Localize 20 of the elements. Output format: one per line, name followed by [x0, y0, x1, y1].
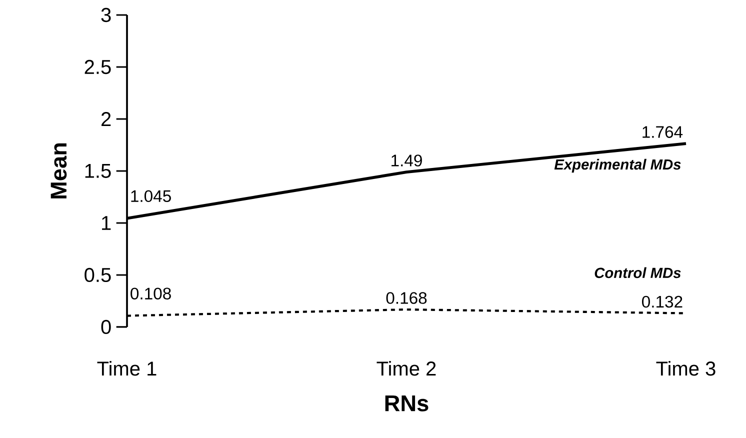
data-label: 1.49 [392, 154, 422, 166]
data-label: 0.168 [386, 292, 427, 304]
series-label: Experimental MDs [554, 158, 681, 173]
data-label: 1.045 [131, 190, 171, 202]
x-tick-label: Time 1 [97, 361, 156, 376]
y-tick-label: 3 [101, 8, 111, 22]
y-tick-label: 1 [102, 216, 111, 230]
y-tick-label: 1.5 [85, 164, 111, 178]
y-tick-label: 2.5 [84, 60, 111, 74]
text: Control MDs [594, 267, 681, 278]
x-tick-label: Time 3 [656, 361, 716, 376]
y-tick-label: 2 [102, 112, 111, 126]
data-label: 0.108 [130, 288, 171, 300]
data-label: 1.764 [642, 126, 683, 138]
x-tick-label: Time 2 [376, 361, 436, 376]
data-label: 0.132 [642, 296, 682, 308]
y-tick-label: 0 [101, 320, 111, 334]
y-tick-label: 0.5 [84, 268, 111, 282]
y-axis-title: Mean [50, 143, 67, 198]
x-axis-title: RNs [385, 396, 428, 412]
